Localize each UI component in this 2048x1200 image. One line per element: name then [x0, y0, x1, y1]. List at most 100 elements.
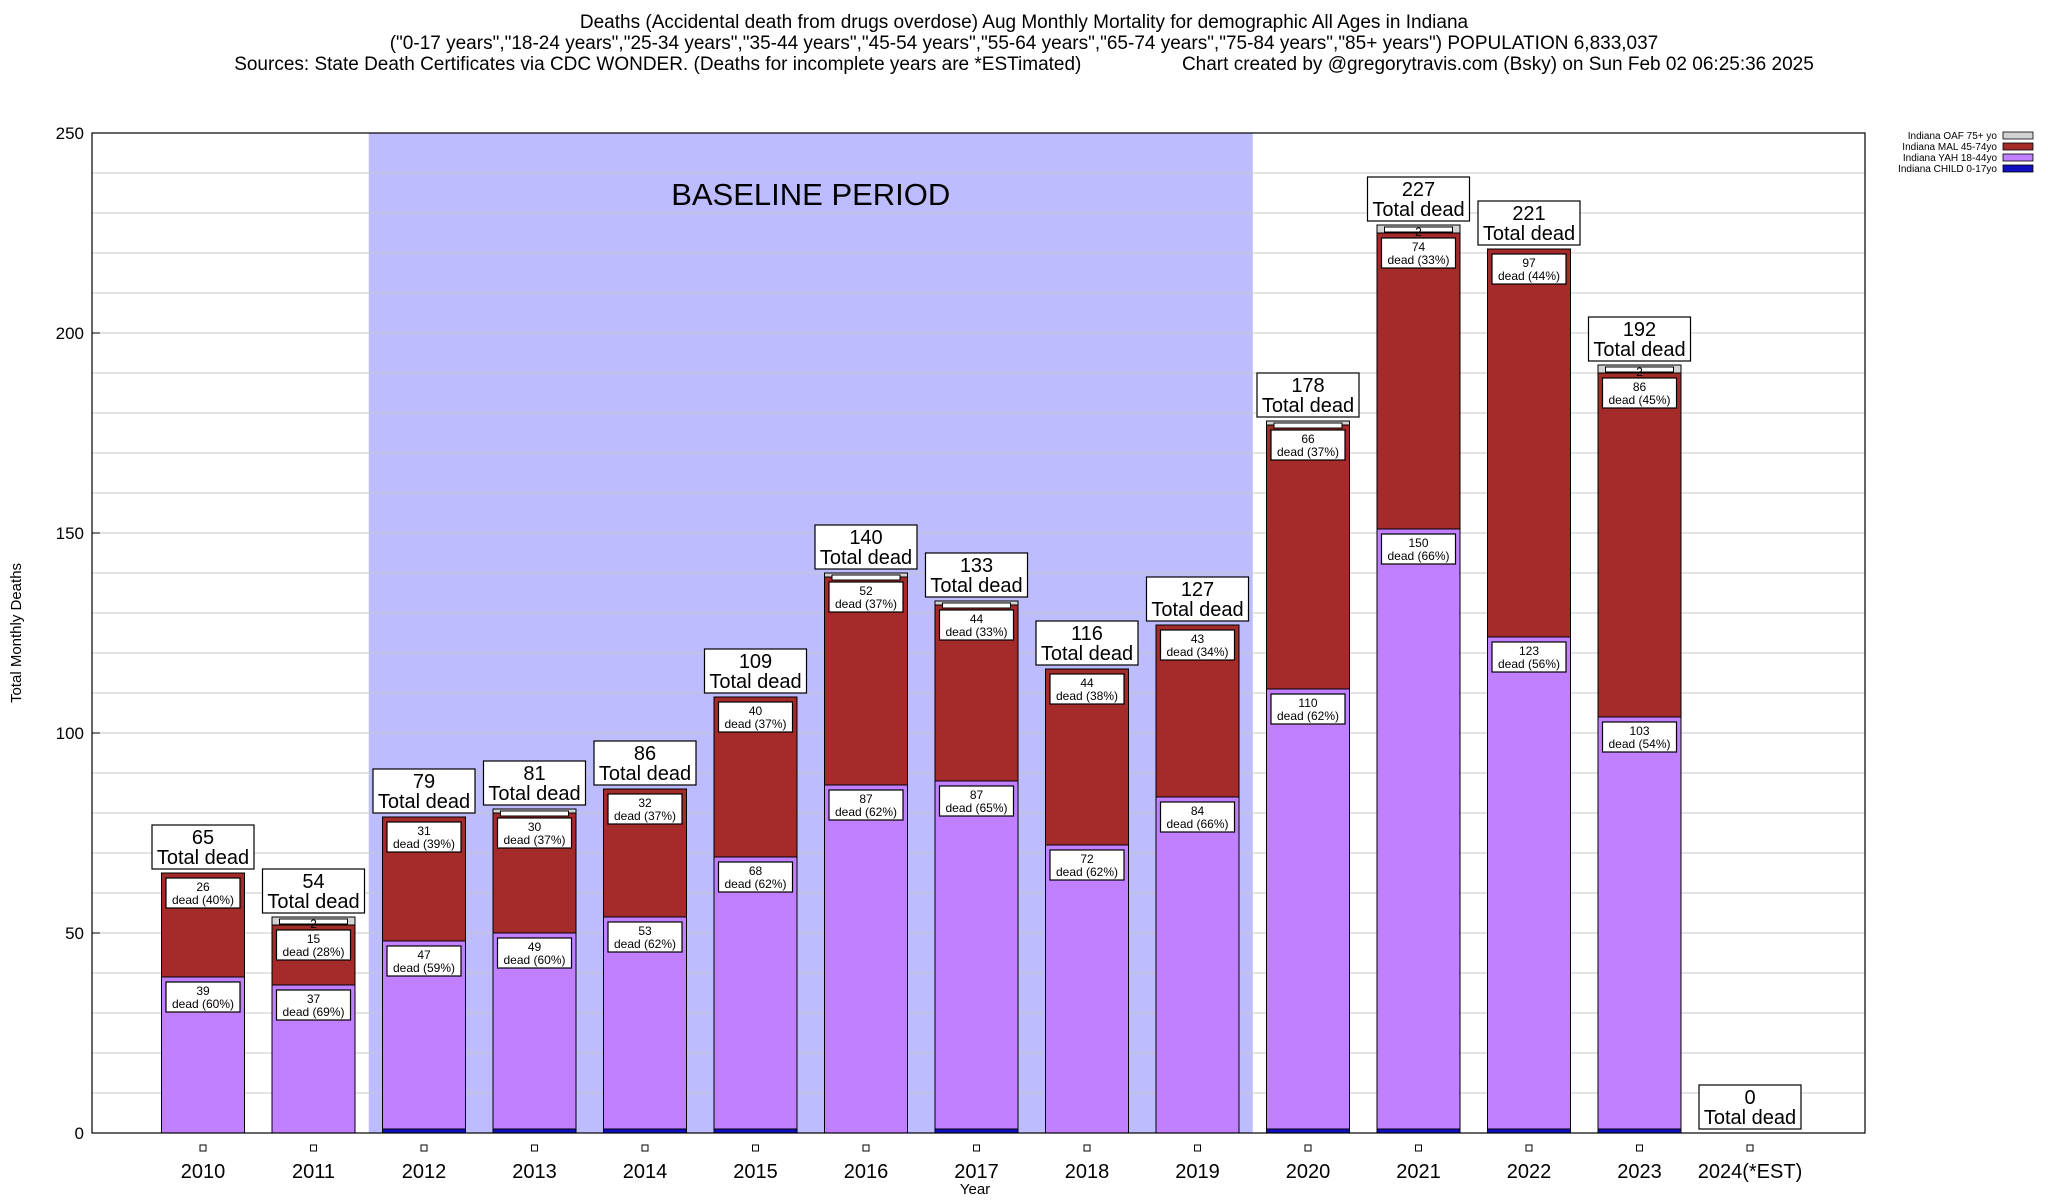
bar-segment-indiana-yah-18-44yo — [1045, 844, 1129, 1134]
total-label-box — [814, 524, 918, 570]
x-tick-label: 2022 — [1507, 1161, 1552, 1183]
segment-value-label: 123 — [1519, 644, 1539, 658]
x-category-marker — [1415, 1144, 1422, 1152]
total-suffix-label: Total dead — [1041, 643, 1133, 665]
total-suffix-label: Total dead — [1262, 395, 1354, 417]
total-label-box — [1035, 620, 1139, 666]
total-label-box — [1145, 576, 1250, 622]
segment-percent-label: dead (66%) — [1387, 549, 1449, 563]
segment-label-box — [717, 701, 794, 733]
x-category-marker — [1525, 1144, 1533, 1152]
segment-percent-label: dead (62%) — [1277, 709, 1339, 723]
total-suffix-label: Total dead — [157, 847, 249, 869]
bar-segment-indiana-yah-18-44yo — [1266, 688, 1350, 1130]
y-tick-label: 250 — [56, 124, 84, 143]
x-category-marker — [531, 1144, 538, 1152]
segment-label-box — [496, 817, 573, 849]
oaf-label: 2 — [1605, 365, 1674, 379]
segment-percent-label: dead (44%) — [1498, 269, 1560, 283]
segment-label-box — [1491, 641, 1567, 673]
chart-credit: Chart created by @gregorytravis.com (Bsk… — [1181, 54, 1814, 75]
oaf-label-box — [279, 918, 348, 925]
segment-percent-label: dead (34%) — [1166, 645, 1228, 659]
legend-item: Indiana YAH 18-44yo — [1903, 153, 2034, 164]
total-suffix-label: Total dead — [1483, 223, 1575, 245]
total-suffix-label: Total dead — [1593, 339, 1685, 361]
segment-value-label: 86 — [1633, 380, 1647, 394]
segment-value-label: 74 — [1412, 240, 1426, 254]
x-tick-label: 2012 — [402, 1161, 447, 1183]
segment-value-label: 52 — [859, 584, 873, 598]
x-tick-label: 2016 — [844, 1161, 889, 1183]
segment-percent-label: dead (54%) — [1608, 737, 1670, 751]
bar-segment-indiana-yah-18-44yo — [1597, 716, 1682, 1130]
total-value-label: 81 — [523, 763, 545, 785]
total-label-box — [593, 740, 697, 786]
x-tick-label: 2020 — [1286, 1161, 1331, 1183]
total-label-box — [1256, 372, 1360, 418]
total-value-label: 65 — [192, 827, 214, 849]
segment-percent-label: dead (45%) — [1608, 393, 1670, 407]
x-tick-label: 2018 — [1065, 1161, 1110, 1183]
total-suffix-label: Total dead — [1372, 199, 1464, 221]
x-category-marker — [310, 1144, 317, 1152]
segment-value-label: 110 — [1298, 696, 1317, 710]
total-suffix-label: Total dead — [709, 671, 801, 693]
x-category-marker — [420, 1144, 428, 1152]
oaf-label — [831, 574, 901, 581]
segment-percent-label: dead (56%) — [1498, 657, 1560, 671]
x-tick-label: 2017 — [954, 1161, 999, 1183]
bar-segment-indiana-mal-45-74yo — [1597, 372, 1682, 718]
total-value-label: 79 — [413, 771, 435, 793]
segment-value-label: 87 — [859, 792, 873, 806]
segment-label-box — [1380, 237, 1457, 269]
total-value-label: 0 — [1744, 1087, 1755, 1109]
oaf-value-label: 2 — [310, 917, 317, 931]
x-category-marker — [1746, 1144, 1754, 1152]
total-label-box — [151, 824, 255, 870]
x-tick-label: 2013 — [512, 1161, 557, 1183]
segment-label-box — [1270, 693, 1346, 725]
segment-percent-label: dead (33%) — [945, 625, 1007, 639]
x-tick-label: 2021 — [1396, 1161, 1441, 1183]
total-value-label: 178 — [1291, 375, 1324, 397]
segment-percent-label: dead (59%) — [393, 961, 455, 975]
segment-percent-label: dead (33%) — [1387, 253, 1449, 267]
x-axis-title: Year — [960, 1181, 990, 1198]
oaf-value-label: 2 — [1636, 365, 1643, 379]
segment-label-box — [1049, 849, 1125, 881]
segment-percent-label: dead (40%) — [172, 893, 234, 907]
x-category-marker — [752, 1144, 759, 1152]
chart-source: Sources: State Death Certificates via CD… — [234, 54, 1082, 75]
total-label-box — [261, 868, 366, 914]
legend-item: Indiana CHILD 0-17yo — [1898, 164, 2034, 175]
x-category-marker — [1194, 1144, 1201, 1152]
segment-percent-label: dead (38%) — [1056, 689, 1118, 703]
segment-label-box — [1159, 629, 1236, 661]
segment-value-label: 44 — [1080, 676, 1094, 690]
segment-percent-label: dead (66%) — [1166, 817, 1228, 831]
segment-label-box — [607, 921, 683, 953]
segment-label-box — [938, 785, 1015, 817]
